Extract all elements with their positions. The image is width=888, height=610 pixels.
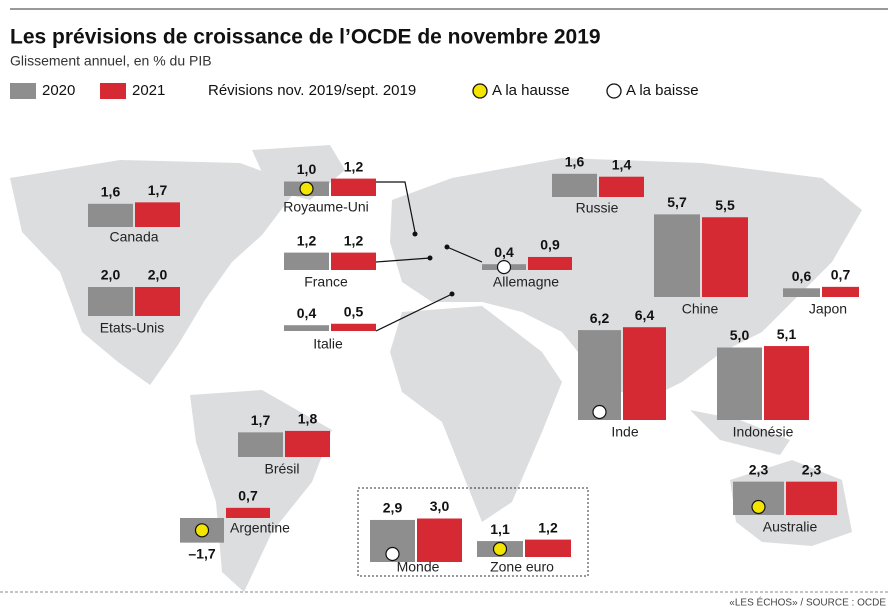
country-label: Japon: [809, 301, 847, 317]
legend-marker: [606, 83, 622, 99]
revision-marker: [592, 404, 607, 420]
country-label: Allemagne: [493, 274, 559, 290]
legend-marker: [472, 83, 488, 99]
value-label: –1,7: [188, 545, 215, 561]
value-label: 1,2: [344, 232, 364, 248]
bar: [528, 256, 572, 270]
country-label: Royaume-Uni: [283, 199, 369, 215]
value-label: 1,6: [565, 154, 585, 170]
bar: [226, 507, 270, 518]
country-label: Russie: [576, 200, 619, 216]
bar: [702, 217, 748, 297]
legend-label: 2020: [42, 82, 75, 99]
value-label: 1,0: [297, 161, 317, 177]
value-label: 1,2: [538, 519, 558, 535]
leader-dots: [412, 231, 455, 297]
value-label: 2,3: [749, 461, 769, 477]
bar: [285, 430, 330, 457]
bar: [764, 346, 809, 420]
legend-label: A la hausse: [492, 82, 570, 99]
value-label: 6,4: [635, 307, 655, 323]
value-label: 1,2: [344, 158, 364, 174]
value-label: 1,6: [101, 184, 121, 200]
legend-swatch: [10, 83, 36, 99]
bar: [238, 432, 283, 457]
bar: [717, 347, 762, 420]
bar: [783, 288, 820, 297]
revision-marker: [492, 541, 508, 557]
value-label: 0,4: [297, 305, 317, 321]
country-label: Inde: [611, 424, 638, 440]
value-label: 1,8: [298, 411, 318, 427]
bar: [599, 176, 644, 197]
bar: [88, 203, 133, 227]
value-label: 0,5: [344, 303, 364, 319]
revision-marker: [751, 499, 766, 515]
country-label: Brésil: [264, 461, 299, 477]
value-label: 1,2: [297, 232, 317, 248]
country-label: Chine: [682, 301, 719, 317]
bar: [623, 327, 666, 420]
value-label: 2,3: [802, 461, 822, 477]
value-label: 2,0: [148, 267, 168, 283]
bar: [654, 214, 700, 297]
value-label: 2,9: [383, 500, 403, 516]
value-label: 1,7: [251, 412, 271, 428]
source: «LES ÉCHOS» / SOURCE : OCDE: [729, 596, 886, 609]
country-label: Monde: [397, 559, 440, 575]
value-label: 5,1: [777, 326, 797, 342]
value-label: 3,0: [430, 498, 450, 514]
value-label: 1,7: [148, 182, 168, 198]
country-label: Argentine: [230, 520, 290, 536]
value-label: 5,7: [667, 194, 687, 210]
bar: [331, 178, 376, 196]
country-label: Australie: [763, 519, 818, 535]
value-label: 0,7: [831, 267, 851, 283]
revision-marker: [385, 546, 400, 562]
bar: [284, 325, 329, 331]
bar: [552, 173, 597, 197]
value-label: 1,1: [490, 521, 510, 537]
value-label: 2,0: [101, 267, 121, 283]
title: Les prévisions de croissance de l’OCDE d…: [10, 26, 601, 49]
value-label: 0,9: [540, 237, 560, 253]
bar: [284, 252, 329, 270]
value-label: 5,5: [715, 197, 735, 213]
value-label: 0,4: [494, 244, 514, 260]
bar: [822, 286, 859, 297]
country-label: Italie: [313, 336, 343, 352]
country-label: France: [304, 274, 348, 290]
value-label: 6,2: [590, 310, 610, 326]
bar: [331, 252, 376, 270]
bar: [331, 323, 376, 331]
bar: [525, 539, 571, 557]
world-box: [357, 487, 589, 577]
revision-marker: [299, 181, 314, 196]
value-label: 5,0: [730, 327, 750, 343]
revision-title: Révisions nov. 2019/sept. 2019: [208, 82, 416, 99]
bar: [786, 481, 837, 515]
value-label: 0,6: [792, 268, 812, 284]
revision-marker: [496, 260, 512, 275]
country-label: Zone euro: [490, 559, 554, 575]
legend-label: A la baisse: [626, 82, 699, 99]
country-label: Etats-Unis: [100, 320, 165, 336]
legend-swatch: [100, 83, 126, 99]
country-label: Canada: [109, 229, 158, 245]
bar: [135, 287, 180, 316]
leader-lines: [375, 181, 483, 332]
subtitle: Glissement annuel, en % du PIB: [10, 53, 212, 69]
country-label: Indonésie: [733, 424, 794, 440]
legend-label: 2021: [132, 82, 165, 99]
bar: [417, 518, 462, 562]
bar: [135, 202, 180, 227]
bar: [88, 287, 133, 316]
value-label: 0,7: [238, 488, 258, 504]
revision-marker: [194, 523, 210, 538]
value-label: 1,4: [612, 156, 632, 172]
